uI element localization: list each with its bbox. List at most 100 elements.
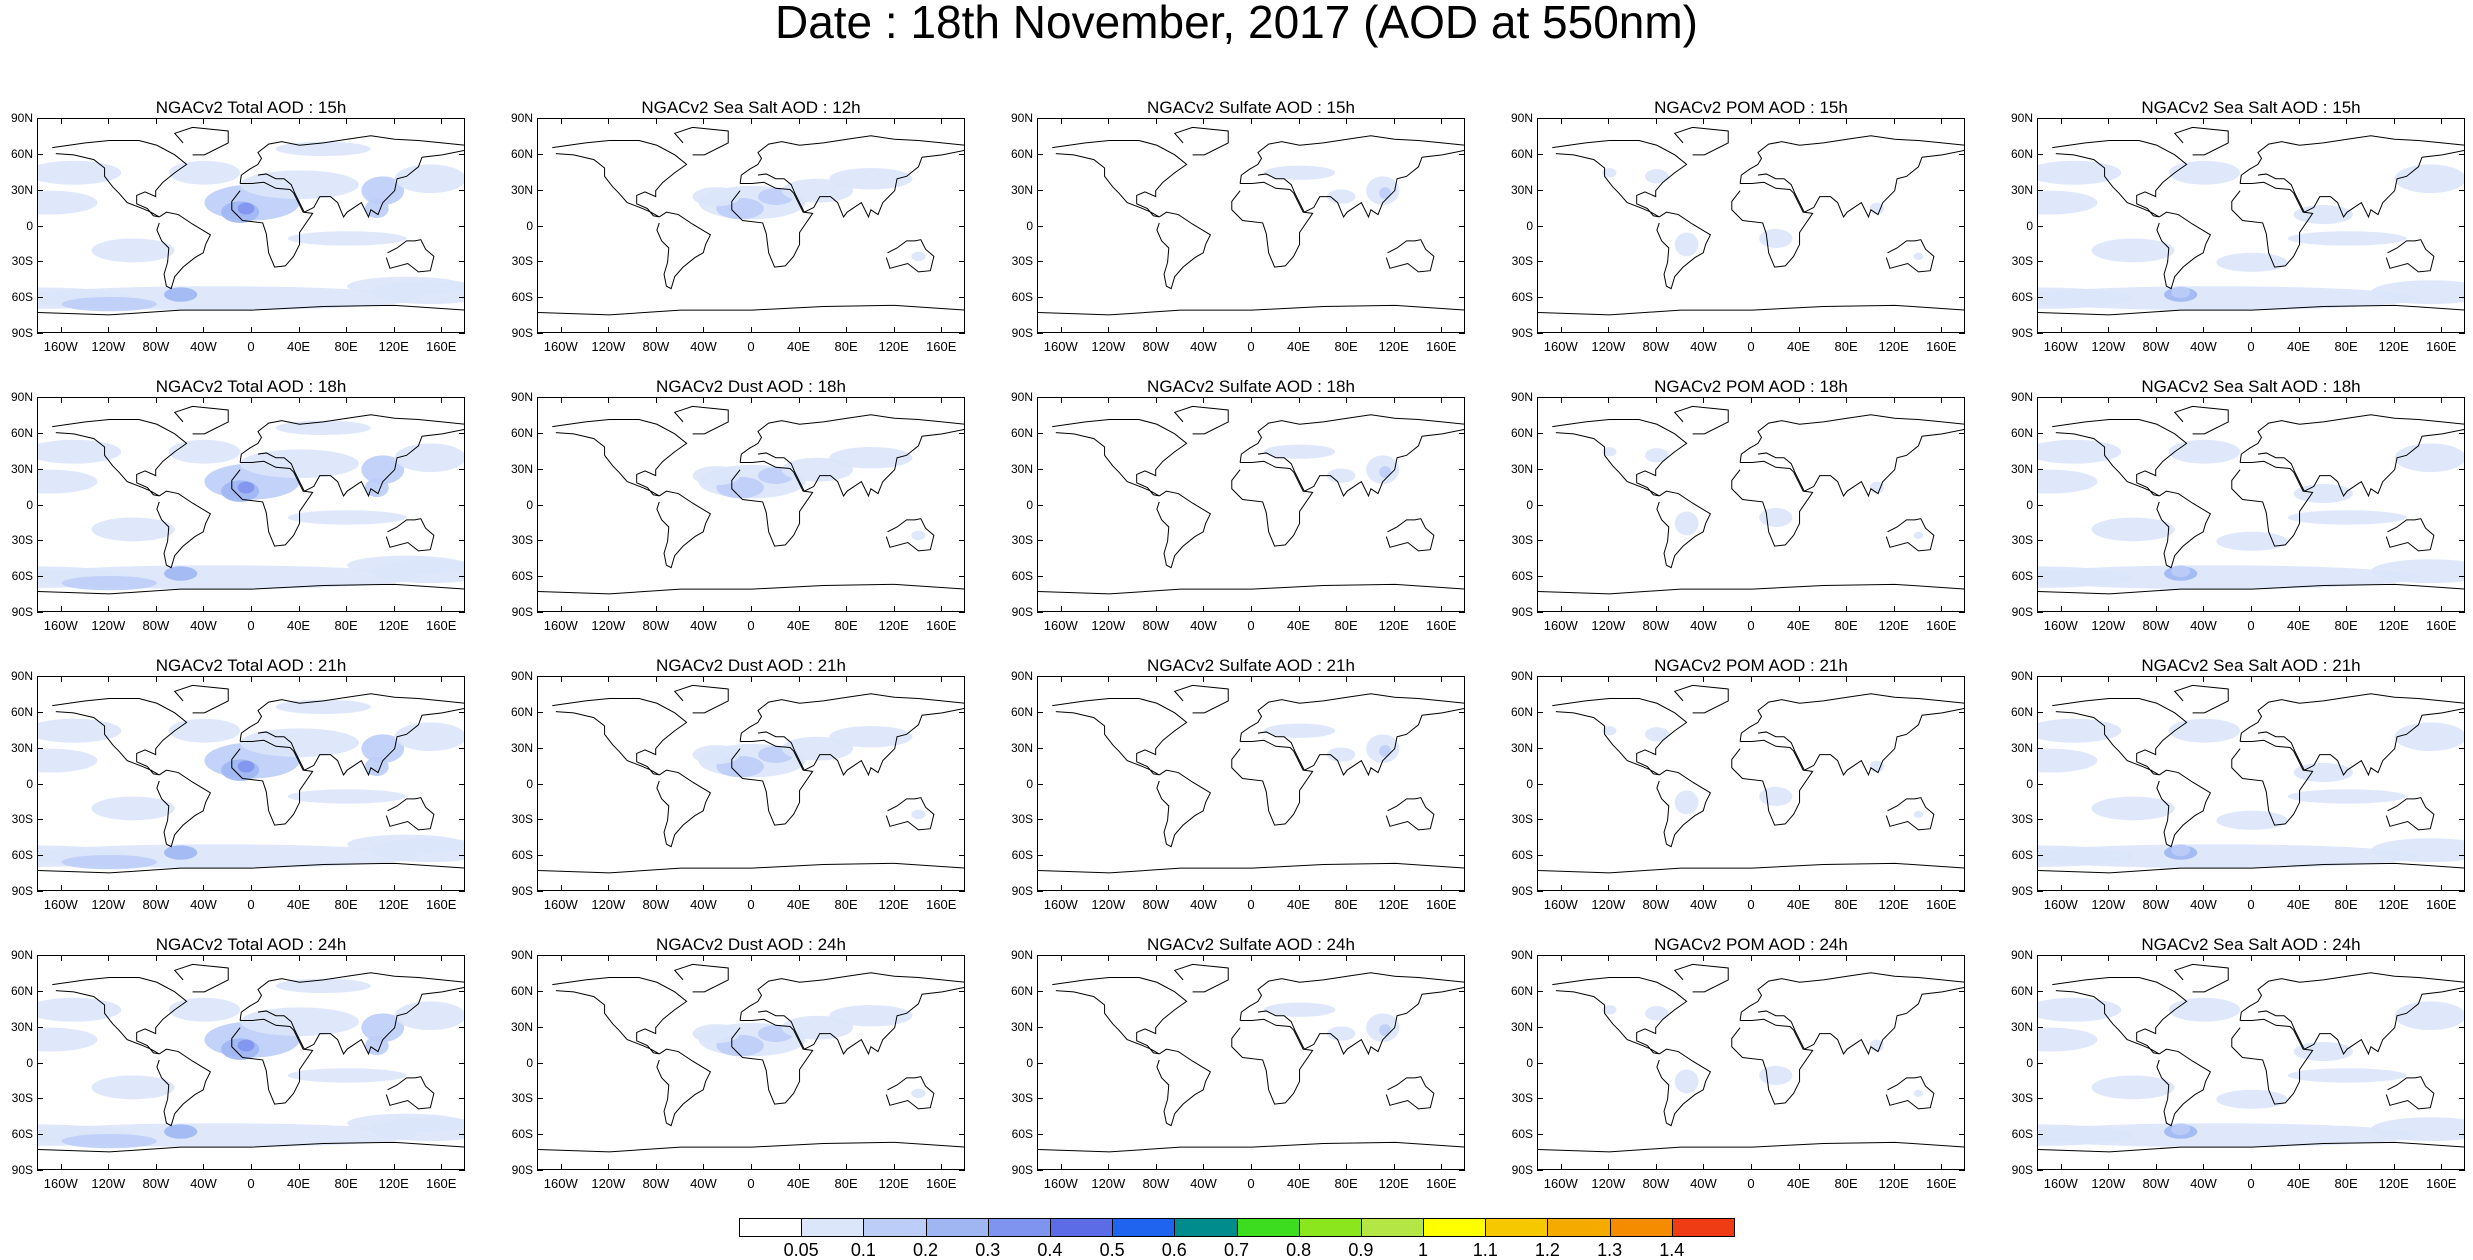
lat-tick [2037,1062,2043,1064]
longitude-label: 80E [1334,618,1358,633]
lat-tick [2459,432,2465,434]
lat-tick [2459,576,2465,578]
longitude-label: 0 [1247,618,1255,633]
latitude-label: 60N [510,425,533,440]
coastline [2239,414,2464,498]
latitude-label: 30N [1010,1019,1033,1034]
aod-region [364,199,389,219]
longitude-label: 40W [190,897,217,912]
longitude-label: 160W [43,339,78,354]
lat-tick [37,1134,43,1136]
aod-region [2171,844,2191,857]
lon-tick [655,885,657,891]
lat-tick [2037,676,2043,677]
lon-tick [1893,1164,1895,1170]
lon-tick [251,118,252,124]
aod-region [2287,231,2407,246]
lon-tick [846,885,848,891]
longitude-label: 120W [1591,618,1626,633]
lon-tick [1298,1164,1300,1170]
latitude-label: 30N [510,740,533,755]
aod-region [91,796,175,821]
latitude-label: 90N [1510,948,1533,962]
lon-tick [346,885,348,891]
aod-region [2394,1001,2464,1031]
lat-tick [2459,990,2465,992]
lat-tick [537,540,543,542]
longitude-label: 40W [190,618,217,633]
lon-tick [1203,606,1205,612]
latitude-label: 60N [1510,983,1533,998]
coastline [1231,1018,1314,1105]
latitude-label: 30S [11,533,33,548]
lat-tick [959,891,965,892]
lon-tick [346,676,348,682]
aod-region [1379,1024,1392,1037]
lat-tick [1459,397,1465,398]
longitude-label: 80W [142,618,170,633]
lat-tick [2037,333,2043,334]
latitude-label: 90N [1010,948,1033,962]
lat-tick [37,468,43,470]
latitude-label: 0 [2026,776,2033,791]
latitude-label: 60N [510,704,533,719]
lat-tick [959,1170,965,1171]
lat-tick [537,1134,543,1136]
lat-tick [2037,747,2043,749]
lon-tick [608,676,610,682]
lon-tick [2108,885,2110,891]
lat-tick [1037,676,1043,677]
lat-tick [1037,333,1043,334]
lon-tick [2203,1164,2205,1170]
lat-tick [1459,747,1465,749]
coastline [1885,518,1935,552]
aod-region [692,187,741,207]
lat-tick [37,1170,43,1171]
lat-tick [1037,783,1043,785]
longitude-label: 40W [1190,897,1217,912]
aod-region [237,760,255,773]
lat-tick [1037,1170,1043,1171]
longitude-label: 120E [1878,618,1909,633]
lon-tick [893,1164,895,1170]
aod-region [240,1007,359,1037]
lat-tick [1537,612,1543,613]
lat-tick [537,118,543,119]
lon-tick [346,327,348,333]
lat-tick [459,676,465,677]
coastline [239,414,464,498]
lat-tick [1037,1134,1043,1136]
latitude-label: 90S [511,884,533,898]
lon-tick [1941,397,1943,403]
lon-tick [751,606,752,612]
coastline [2038,583,2464,595]
lat-tick [959,711,965,713]
aod-region [2171,286,2191,299]
lon-tick [751,676,752,682]
lon-tick [2203,676,2205,682]
longitude-label: 0 [1247,339,1255,354]
lat-tick [959,189,965,191]
aod-region [361,1013,405,1042]
longitude-label: 160E [926,618,957,633]
lat-tick [1459,432,1465,434]
aod-region [364,1036,389,1056]
lon-tick [203,327,205,333]
longitude-label: 80E [834,618,858,633]
lon-tick [2155,397,2157,403]
aod-region [38,160,122,185]
lon-tick [1441,397,1443,403]
panel-title: NGACv2 Total AOD : 21h [155,656,347,675]
coastline [385,797,435,831]
aod-region [240,728,359,758]
lon-tick [1108,327,1110,333]
lat-tick [1037,225,1043,227]
latitude-label: 30N [1010,182,1033,197]
longitude-label: 80W [642,339,670,354]
aod-region [237,481,255,494]
lon-tick [1203,955,1205,961]
lon-tick [608,1164,610,1170]
lon-tick [108,1164,110,1170]
coastline [538,304,964,316]
lon-tick [1893,955,1895,961]
